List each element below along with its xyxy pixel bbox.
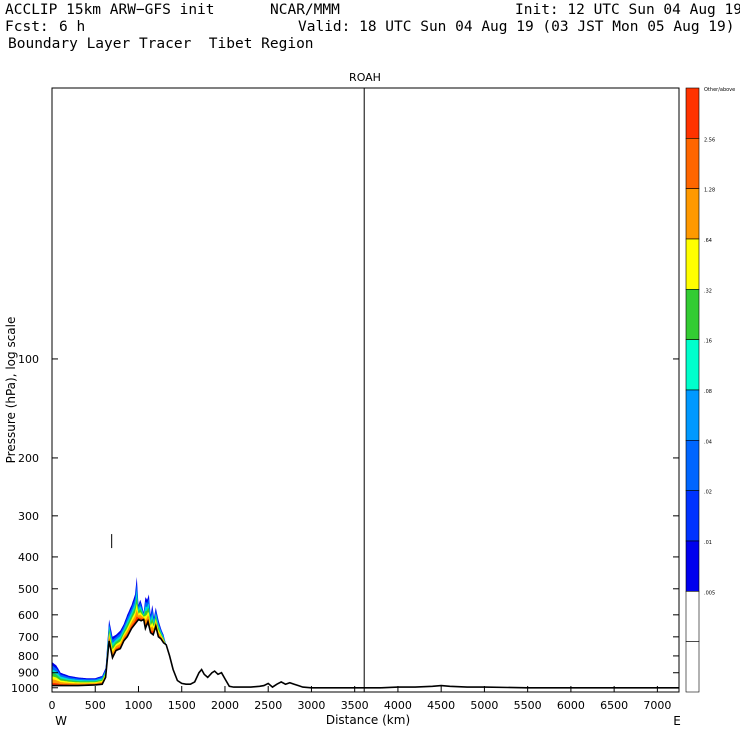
x-tick-label: 3500 bbox=[341, 699, 369, 712]
colorbar-label: 2.56 bbox=[704, 137, 715, 143]
fcst-value: 6 h bbox=[59, 19, 86, 35]
terrain-line bbox=[52, 618, 679, 689]
chart-title: ROAH bbox=[349, 71, 381, 84]
colorbar-label: Other/above bbox=[704, 87, 735, 93]
y-tick-label: 400 bbox=[18, 551, 39, 564]
colorbar-label: .64 bbox=[704, 238, 712, 244]
colorbar: Other/above 2.56 1.28 .64 .32 .16 .08 .04 .02 .01… bbox=[685, 87, 735, 693]
colorbar-swatch bbox=[685, 641, 700, 693]
x-tick-label: 4500 bbox=[427, 699, 455, 712]
colorbar-swatch bbox=[685, 389, 700, 441]
plot-frame bbox=[51, 87, 680, 693]
x-tick-label: 4000 bbox=[384, 699, 412, 712]
x-tick-label: 1000 bbox=[124, 699, 152, 712]
colorbar-swatch bbox=[685, 188, 700, 240]
x-tick-label: 0 bbox=[49, 699, 56, 712]
y-tick-label: 900 bbox=[18, 667, 39, 680]
x-tick-label: 2500 bbox=[254, 699, 282, 712]
colorbar-swatch bbox=[685, 138, 700, 189]
x-axis: 0 500 1000 1500 2000 2500 3000 3500 4000 4500 5000… bbox=[49, 686, 671, 712]
x-tick-label: 6500 bbox=[600, 699, 628, 712]
y-axis: 100 200 300 400 500 600 700 800 900 1000 bbox=[11, 353, 679, 695]
colorbar-label: .16 bbox=[704, 339, 712, 345]
valid-time: Valid: 18 UTC Sun 04 Aug 19 (03 JST Mon … bbox=[298, 19, 735, 35]
colorbar-label: .02 bbox=[704, 490, 712, 496]
y-axis-title: Pressure (hPa), log scale bbox=[4, 317, 18, 464]
y-tick-label: 200 bbox=[18, 452, 39, 465]
model-title: ACCLIP 15km ARW−GFS init bbox=[5, 2, 215, 18]
colorbar-swatch bbox=[685, 591, 700, 642]
y-tick-label: 700 bbox=[18, 631, 39, 644]
colorbar-swatch bbox=[685, 339, 700, 391]
fcst-label: Fcst: bbox=[5, 19, 49, 35]
colorbar-label: .04 bbox=[704, 439, 712, 445]
colorbar-label: .32 bbox=[704, 288, 712, 294]
y-tick-label: 600 bbox=[18, 609, 39, 622]
colorbar-swatch bbox=[685, 490, 700, 542]
x-tick-label: 3000 bbox=[297, 699, 325, 712]
y-tick-label: 500 bbox=[18, 583, 39, 596]
x-axis-left-end-label: W bbox=[55, 714, 67, 728]
colorbar-swatch bbox=[685, 440, 700, 491]
colorbar-swatch bbox=[685, 540, 700, 592]
colorbar-swatch bbox=[685, 87, 700, 139]
y-tick-label: 800 bbox=[18, 650, 39, 663]
x-tick-label: 5000 bbox=[470, 699, 498, 712]
x-axis-title: Distance (km) bbox=[326, 713, 410, 727]
org-label: NCAR/MMM bbox=[270, 2, 340, 18]
colorbar-label: .08 bbox=[704, 389, 712, 395]
plot-area bbox=[52, 534, 679, 689]
init-time: Init: 12 UTC Sun 04 Aug 19 bbox=[515, 2, 740, 18]
colorbar-label: 1.28 bbox=[704, 188, 715, 194]
x-tick-label: 1500 bbox=[168, 699, 196, 712]
y-tick-label: 100 bbox=[18, 353, 39, 366]
x-tick-label: 2000 bbox=[211, 699, 239, 712]
x-tick-label: 7000 bbox=[643, 699, 671, 712]
x-tick-label: 5500 bbox=[514, 699, 542, 712]
colorbar-swatch bbox=[685, 238, 700, 290]
x-tick-label: 500 bbox=[85, 699, 106, 712]
y-tick-label: 300 bbox=[18, 510, 39, 523]
chart-subtitle: Boundary Layer Tracer Tibet Region bbox=[8, 36, 314, 52]
y-tick-label: 1000 bbox=[11, 682, 39, 695]
x-axis-right-end-label: E bbox=[673, 714, 681, 728]
colorbar-swatch bbox=[685, 289, 700, 340]
colorbar-label: .01 bbox=[704, 540, 712, 546]
colorbar-label: .005 bbox=[704, 590, 715, 596]
x-tick-label: 6000 bbox=[557, 699, 585, 712]
